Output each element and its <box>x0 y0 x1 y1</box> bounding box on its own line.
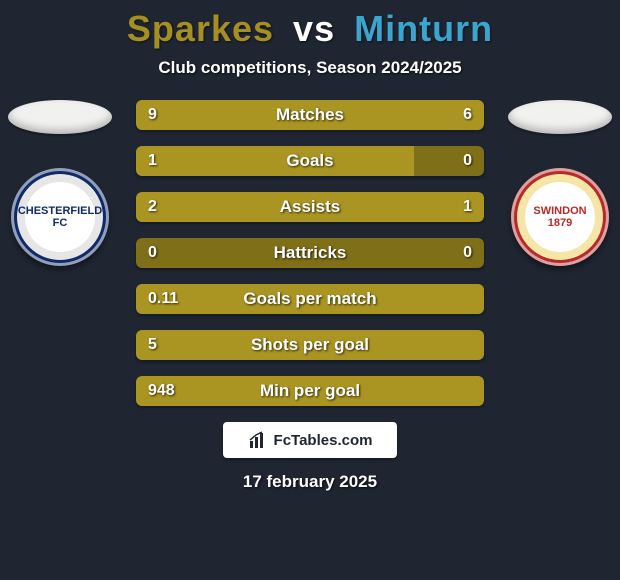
subtitle: Club competitions, Season 2024/2025 <box>0 58 620 78</box>
right-player-silhouette <box>508 100 612 134</box>
stat-label: Matches <box>136 100 484 130</box>
crest-inner: CHESTERFIELD FC <box>25 182 95 252</box>
player2-name: Minturn <box>354 8 493 49</box>
page-title: Sparkes vs Minturn <box>0 0 620 50</box>
stat-label: Min per goal <box>136 376 484 406</box>
comparison-arena: CHESTERFIELD FC SWINDON 1879 9Matches61G… <box>0 100 620 406</box>
left-side: CHESTERFIELD FC <box>0 100 120 266</box>
player1-name: Sparkes <box>127 8 274 49</box>
chart-icon <box>248 430 268 450</box>
stat-bars: 9Matches61Goals02Assists10Hattricks00.11… <box>136 100 484 406</box>
stat-label: Goals <box>136 146 484 176</box>
watermark[interactable]: FcTables.com <box>223 422 397 458</box>
stat-right-value: 0 <box>463 146 472 176</box>
stat-right-value: 6 <box>463 100 472 130</box>
stat-label: Hattricks <box>136 238 484 268</box>
left-club-crest: CHESTERFIELD FC <box>11 168 109 266</box>
stat-label: Goals per match <box>136 284 484 314</box>
date-label: 17 february 2025 <box>0 472 620 492</box>
stat-row: 5Shots per goal <box>136 330 484 360</box>
stat-row: 1Goals0 <box>136 146 484 176</box>
crest-text: CHESTERFIELD FC <box>18 205 102 229</box>
crest-inner: SWINDON 1879 <box>525 182 595 252</box>
vs-label: vs <box>293 8 335 49</box>
stat-row: 9Matches6 <box>136 100 484 130</box>
stat-row: 0.11Goals per match <box>136 284 484 314</box>
stat-label: Assists <box>136 192 484 222</box>
stat-row: 948Min per goal <box>136 376 484 406</box>
right-club-crest: SWINDON 1879 <box>511 168 609 266</box>
watermark-text: FcTables.com <box>274 432 373 449</box>
stat-right-value: 1 <box>463 192 472 222</box>
stat-row: 2Assists1 <box>136 192 484 222</box>
left-player-silhouette <box>8 100 112 134</box>
crest-text: SWINDON 1879 <box>525 205 595 229</box>
stat-right-value: 0 <box>463 238 472 268</box>
right-side: SWINDON 1879 <box>500 100 620 266</box>
stat-row: 0Hattricks0 <box>136 238 484 268</box>
stat-label: Shots per goal <box>136 330 484 360</box>
